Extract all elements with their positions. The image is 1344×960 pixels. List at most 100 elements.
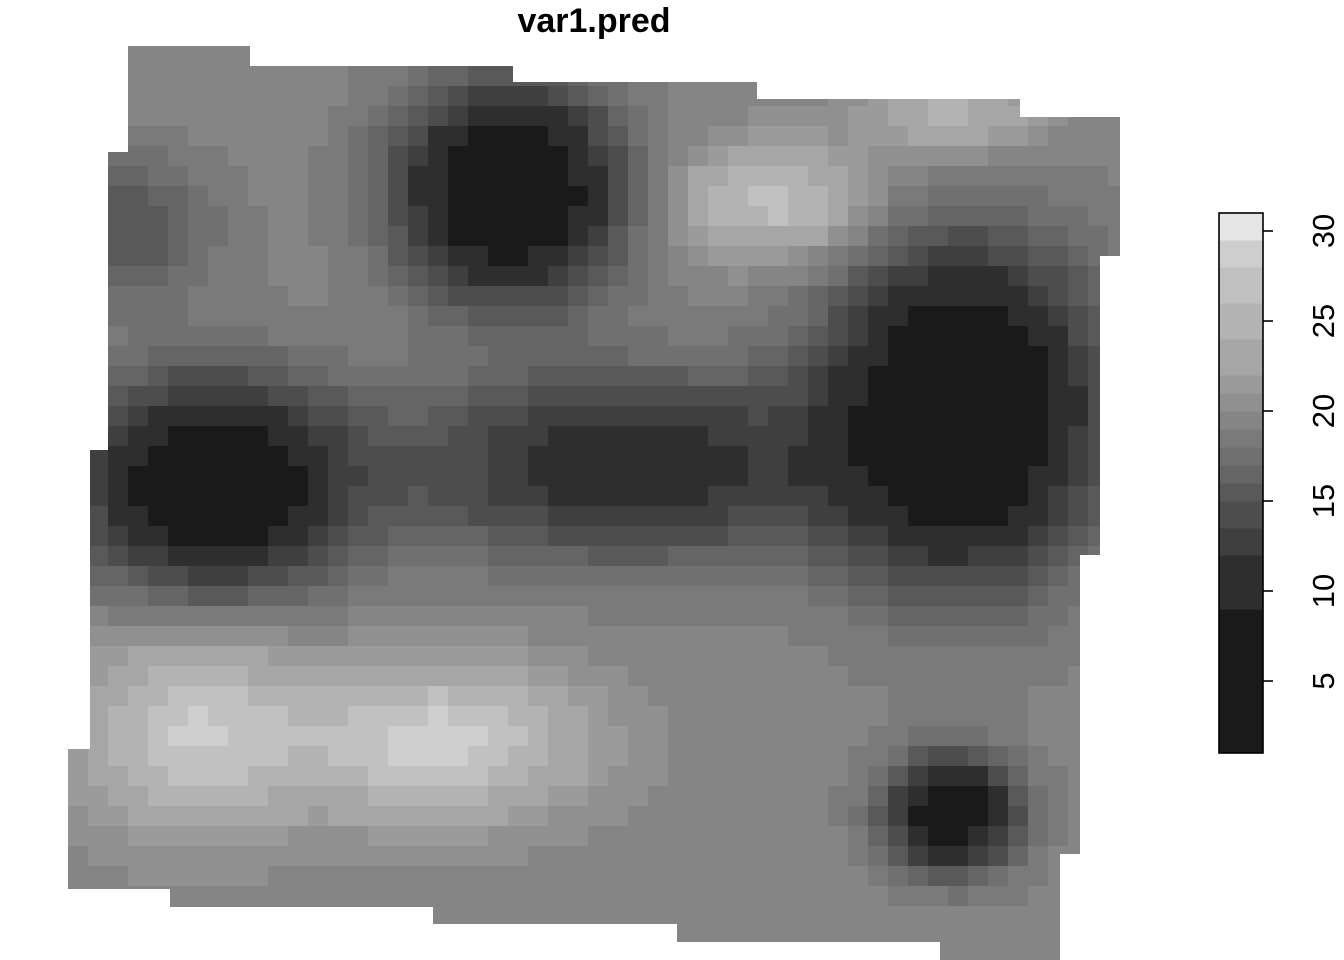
raster-cell [948,126,969,147]
raster-cell [628,446,649,467]
raster-cell [848,466,869,487]
raster-cell [588,306,609,327]
raster-cell [208,406,229,427]
raster-cell [428,326,449,347]
raster-cell [1048,186,1069,207]
raster-cell [568,866,589,887]
raster-cell [248,406,269,427]
raster-cell [168,506,189,527]
raster-cell [568,786,589,807]
raster-cell [808,866,829,887]
raster-cell [728,426,749,447]
raster-cell [168,286,189,307]
raster-cell [208,246,229,267]
raster-cell [448,326,469,347]
raster-cell [308,306,329,327]
raster-cell [208,106,229,127]
raster-cell [988,686,1009,707]
raster-cell [508,686,529,707]
raster-cell [428,646,449,667]
raster-cell [1028,926,1049,947]
raster-cell [508,626,529,647]
raster-cell [128,346,149,367]
raster-cell [808,406,829,427]
raster-cell [268,526,289,547]
raster-cell [708,326,729,347]
raster-cell [308,426,329,447]
raster-cell [508,146,529,167]
raster-cell [748,786,769,807]
raster-cell [328,626,349,647]
raster-cell [708,366,729,387]
raster-cell [588,206,609,227]
raster-cell [548,586,569,607]
raster-cell [928,786,949,807]
raster-cell [528,706,549,727]
raster-cell [568,826,589,847]
raster-cell [608,706,629,727]
raster-cell [928,486,949,507]
raster-cell [668,506,689,527]
raster-cell [148,626,169,647]
raster-cell [168,266,189,287]
raster-cell [708,926,729,947]
raster-cell [368,346,389,367]
raster-cell [948,826,969,847]
raster-cell [908,326,929,347]
raster-cell [468,406,489,427]
raster-cell [828,786,849,807]
raster-cell [328,246,349,267]
raster-cell [588,886,609,907]
raster-cell [88,446,109,467]
raster-cell [428,246,449,267]
raster-cell [788,306,809,327]
raster-cell [248,426,269,447]
raster-cell [108,806,129,827]
raster-cell [768,306,789,327]
raster-cell [768,546,789,567]
raster-cell [128,566,149,587]
raster-cell [288,106,309,127]
raster-cell [888,746,909,767]
raster-cell [448,166,469,187]
raster-cell [168,446,189,467]
raster-cell [908,426,929,447]
raster-cell [828,266,849,287]
raster-cell [988,866,1009,887]
raster-cell [588,506,609,527]
raster-cell [788,666,809,687]
raster-cell [968,926,989,947]
raster-cell [968,646,989,667]
raster-cell [368,306,389,327]
raster-cell [288,226,309,247]
raster-cell [548,306,569,327]
raster-cell [108,466,129,487]
raster-cell [688,226,709,247]
raster-cell [688,626,709,647]
raster-cell [868,346,889,367]
raster-cell [648,426,669,447]
raster-cell [888,566,909,587]
raster-cell [968,486,989,507]
raster-cell [228,246,249,267]
raster-cell [948,546,969,567]
raster-cell [648,866,669,887]
raster-cell [328,366,349,387]
raster-cell [268,286,289,307]
raster-cell [468,866,489,887]
raster-cell [888,426,909,447]
raster-cell [728,586,749,607]
raster-cell [108,826,129,847]
raster-cell [168,786,189,807]
raster-cell [408,626,429,647]
raster-cell [148,166,169,187]
raster-cell [648,626,669,647]
raster-cell [448,486,469,507]
raster-cell [828,926,849,947]
raster-cell [228,46,249,67]
raster-cell [988,586,1009,607]
raster-cell [168,186,189,207]
raster-cell [428,826,449,847]
raster-cell [648,806,669,827]
raster-cell [688,126,709,147]
